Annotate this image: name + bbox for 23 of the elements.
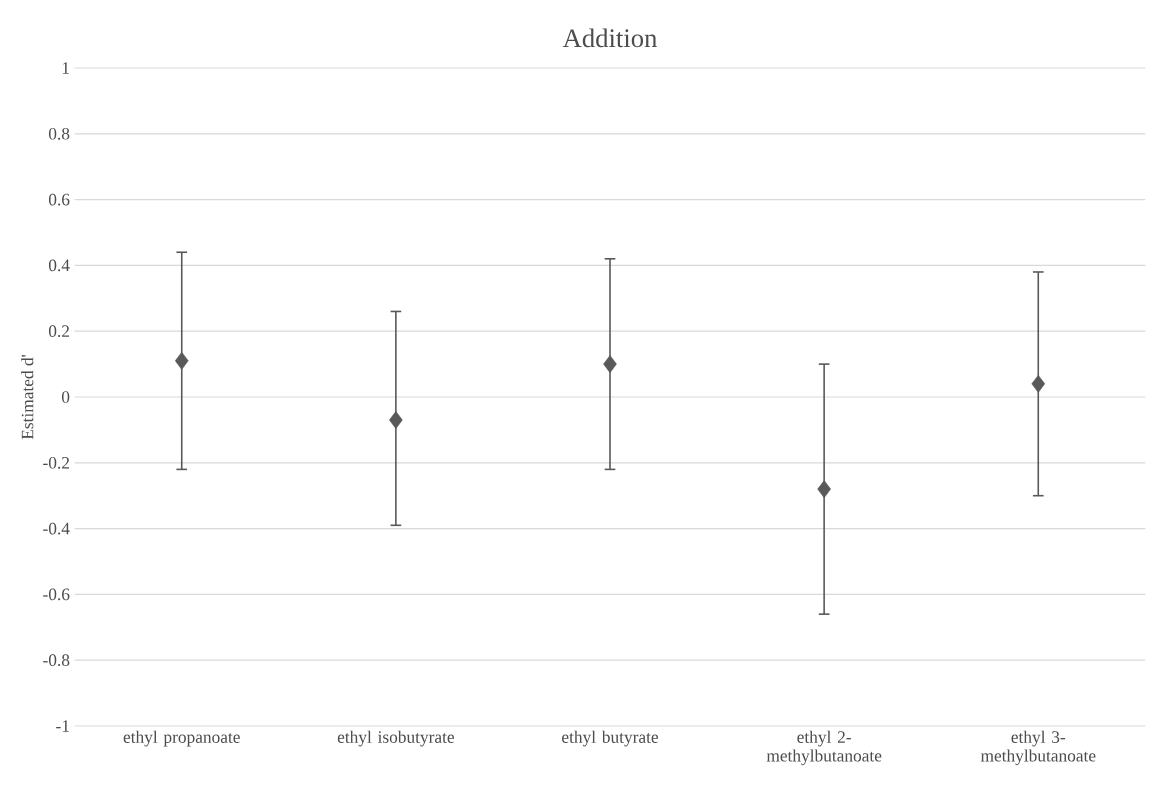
y-tick-label: 0.2 [48,325,70,338]
y-tick-label: -0.8 [43,654,70,667]
point [389,411,403,429]
point [174,351,189,370]
y-tick-label: 0.8 [48,127,70,140]
y-tick-label: 0.6 [48,193,70,206]
y-tick-label: -1 [56,720,69,732]
x-tick-label: ethyl propanoate [123,730,240,747]
y-tick-label: -0.6 [43,588,70,601]
x-tick-label: ethyl isobutyrate [337,730,454,747]
point [817,480,831,499]
y-axis-title: Estimated d' [21,355,34,440]
x-tick-label: ethyl butyrate [562,730,659,747]
chart-title: Addition [562,28,658,48]
y-tick-label: 0 [61,391,70,403]
y-tick-label: -0.2 [43,456,70,469]
point [1031,374,1046,393]
y-tick-label: 0.4 [48,259,70,272]
x-tick-label: ethyl 3-methylbutanoate [980,730,1096,766]
y-tick-label: -0.4 [43,522,70,535]
x-tick-label: ethyl 2-methylbutanoate [766,730,882,766]
y-tick-label: 1 [62,62,69,74]
point [603,355,617,374]
